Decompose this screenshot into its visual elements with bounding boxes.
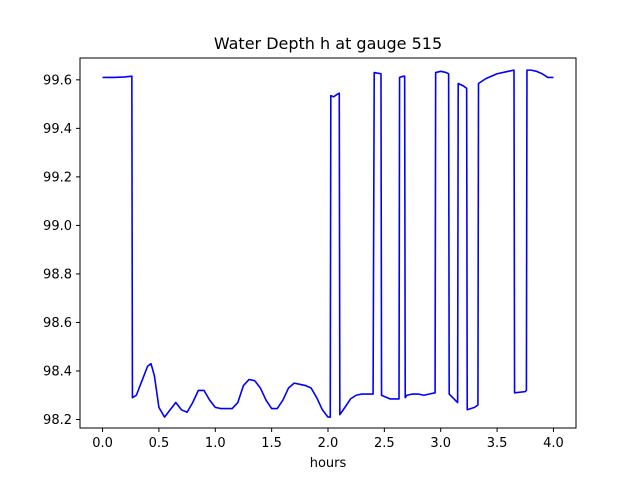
y-tick-label: 99.0 bbox=[43, 219, 72, 234]
y-tick-label: 98.4 bbox=[43, 364, 72, 379]
x-tick-label: 3.5 bbox=[487, 436, 508, 451]
y-tick-label: 99.6 bbox=[43, 73, 72, 88]
y-tick-label: 98.8 bbox=[43, 267, 72, 282]
x-tick-label: 4.0 bbox=[543, 436, 564, 451]
x-tick-label: 1.5 bbox=[261, 436, 282, 451]
x-tick-label: 3.0 bbox=[430, 436, 451, 451]
x-tick-label: 2.5 bbox=[374, 436, 395, 451]
y-axis: 98.2 98.4 98.6 98.8 99.0 99.2 99.4 99.6 bbox=[43, 73, 80, 428]
x-tick-label: 1.0 bbox=[205, 436, 226, 451]
y-tick-label: 98.6 bbox=[43, 316, 72, 331]
x-tick-label: 0.0 bbox=[92, 436, 113, 451]
series-line-0 bbox=[102, 69, 554, 418]
x-tick-label: 0.5 bbox=[149, 436, 170, 451]
series-layer bbox=[102, 69, 554, 418]
y-tick-label: 98.2 bbox=[43, 413, 72, 428]
x-tick-label: 2.0 bbox=[318, 436, 339, 451]
y-tick-label: 99.4 bbox=[43, 122, 72, 137]
x-axis-label: hours bbox=[310, 456, 347, 471]
x-axis: 0.0 0.5 1.0 1.5 2.0 2.5 3.0 3.5 4.0 bbox=[92, 428, 564, 451]
y-tick-label: 99.2 bbox=[43, 170, 72, 185]
chart-title: Water Depth h at gauge 515 bbox=[214, 34, 442, 53]
